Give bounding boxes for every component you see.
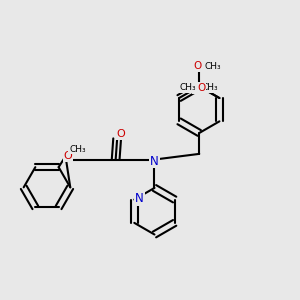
Text: CH₃: CH₃ xyxy=(204,62,221,71)
Text: O: O xyxy=(193,83,202,93)
Text: CH₃: CH₃ xyxy=(69,145,86,154)
Text: N: N xyxy=(150,154,159,167)
Text: O: O xyxy=(194,61,202,71)
Text: O: O xyxy=(64,151,73,161)
Text: O: O xyxy=(197,83,205,93)
Text: CH₃: CH₃ xyxy=(202,83,219,92)
Text: N: N xyxy=(135,192,144,205)
Text: O: O xyxy=(116,129,125,139)
Text: CH₃: CH₃ xyxy=(180,83,196,92)
